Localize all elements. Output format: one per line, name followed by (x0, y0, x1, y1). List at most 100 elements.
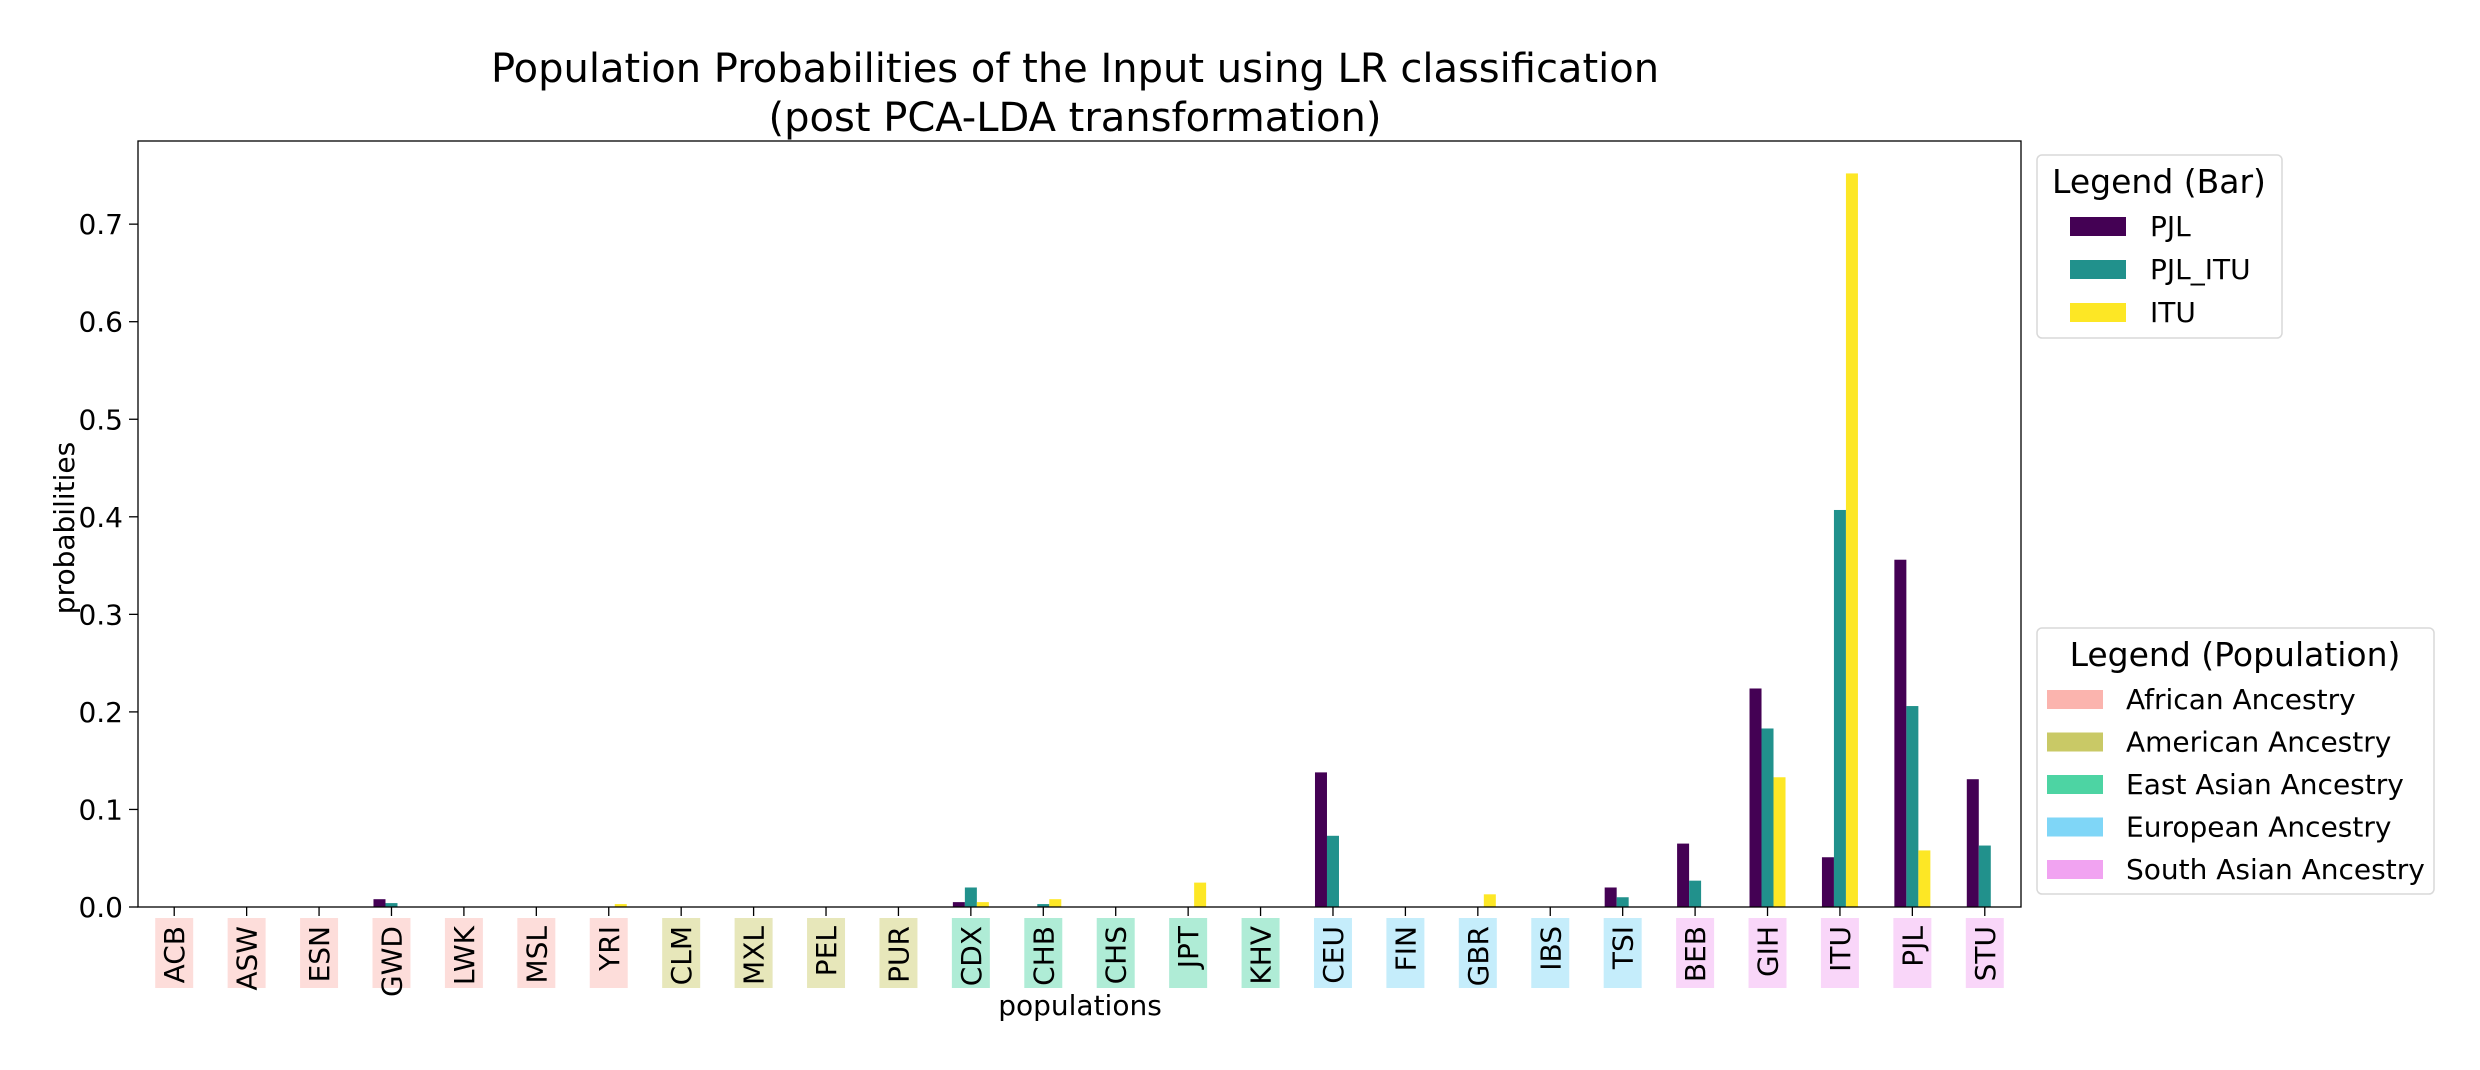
y-tick-label: 0.0 (78, 891, 123, 924)
x-tick-label-background (1386, 918, 1425, 988)
legend-bar: Legend (Bar) PJL PJL_ITU ITU (2036, 154, 2283, 339)
x-tick-label-msl: MSL (520, 926, 553, 984)
legend-population-swatch (2047, 690, 2103, 709)
x-tick-label-ceu: CEU (1317, 926, 1350, 984)
legend-bar-label: PJL_ITU (2150, 253, 2251, 286)
x-tick-label-pel: PEL (810, 926, 843, 977)
legend-bar-title: Legend (Bar) (2052, 162, 2266, 201)
legend-population-label: African Ancestry (2126, 683, 2356, 716)
x-tick-label-khv: KHV (1245, 926, 1278, 985)
x-tick-label-background (589, 918, 628, 988)
x-tick-label-background (1241, 918, 1280, 988)
bar-pjl-itu (1821, 857, 1834, 907)
bar-itu-gih (1773, 777, 1786, 907)
x-tick-label-gih: GIH (1752, 926, 1785, 977)
x-tick-label-stu: STU (1969, 926, 2002, 981)
y-tick-label: 0.1 (78, 793, 123, 826)
legend-population-swatch (2047, 817, 2103, 837)
y-tick-label: 0.3 (78, 598, 123, 631)
bar-pjl_itu-gih (1761, 728, 1774, 907)
x-tick-label-background (444, 918, 483, 988)
bar-pjl_itu-ceu (1326, 835, 1339, 907)
x-tick-label-background (1676, 918, 1715, 988)
x-tick-label-background (1531, 918, 1570, 988)
bar-pjl-stu (1966, 779, 1979, 907)
bar-pjl_itu-gwd (385, 903, 398, 907)
x-tick-label-mxl: MXL (738, 926, 771, 985)
x-tick-label-background (227, 918, 266, 988)
x-tick-label-background (300, 918, 339, 988)
x-tick-label-pjl: PJL (1896, 926, 1929, 967)
legend-population-label: South Asian Ancestry (2126, 853, 2425, 886)
bar-pjl_itu-pjl (1906, 706, 1919, 907)
bar-pjl_itu-itu (1833, 509, 1846, 907)
chart-title: Population Probabilities of the Input us… (491, 46, 1659, 92)
x-tick-label-gwd: GWD (375, 926, 408, 997)
bar-itu-gbr (1483, 894, 1496, 907)
legend-population-swatch (2047, 775, 2103, 794)
bar-pjl_itu-cdx (964, 887, 977, 907)
bar-pjl-pjl (1894, 559, 1907, 907)
bar-pjl_itu-beb (1689, 880, 1702, 907)
bar-pjl-tsi (1604, 887, 1617, 907)
bar-pjl-gwd (373, 899, 386, 907)
y-tick-label: 0.6 (78, 306, 123, 339)
x-tick-label-lwk: LWK (448, 925, 481, 985)
x-tick-label-yri: YRI (593, 926, 626, 972)
legend-bar-swatch (2070, 217, 2126, 236)
legend-bar-swatch (2070, 260, 2126, 279)
x-tick-label-background (1748, 918, 1787, 988)
x-tick-label-background (155, 918, 194, 988)
x-tick-label-background (517, 918, 556, 988)
x-tick-label-beb: BEB (1679, 926, 1712, 982)
x-tick-label-background (662, 918, 701, 988)
x-tick-label-clm: CLM (665, 926, 698, 985)
x-tick-label-chb: CHB (1027, 926, 1060, 986)
x-tick-label-pur: PUR (882, 926, 915, 983)
legend-population-label: European Ancestry (2126, 811, 2391, 844)
legend-population-title: Legend (Population) (2070, 635, 2401, 674)
bar-itu-chb (1049, 899, 1062, 907)
x-tick-label-tsi: TSI (1607, 926, 1640, 970)
x-tick-label-background (1024, 918, 1063, 988)
legend-bar-swatch (2070, 303, 2126, 322)
x-tick-label-jpt: JPT (1172, 925, 1205, 970)
x-tick-label-background (734, 918, 773, 988)
x-tick-label-chs: CHS (1100, 926, 1133, 984)
bar-itu-pjl (1918, 850, 1931, 907)
legend-population-frame (2036, 627, 2435, 895)
x-tick-label-background (372, 918, 411, 988)
chart-subtitle: (post PCA-LDA transformation) (769, 95, 1382, 141)
x-tick-label-background (1169, 918, 1208, 988)
legend-bar-frame (2036, 154, 2283, 339)
plot-frame (137, 140, 2022, 908)
legend-bar-label: PJL (2150, 210, 2191, 243)
bar-pjl-cdx (952, 902, 965, 907)
bar-pjl-ceu (1314, 772, 1327, 907)
y-tick-label: 0.5 (78, 403, 123, 436)
x-tick-label-background (1313, 918, 1352, 988)
x-tick-label-background (1096, 918, 1135, 988)
legend-population-swatch (2047, 732, 2103, 752)
legend-population-label: American Ancestry (2126, 726, 2391, 759)
bar-pjl_itu-tsi (1616, 897, 1629, 907)
bar-pjl-beb (1677, 843, 1690, 907)
x-tick-label-background (1458, 918, 1497, 988)
bar-pjl_itu-stu (1978, 845, 1991, 907)
x-tick-label-background (1820, 918, 1859, 988)
x-axis-label: populations (998, 989, 1162, 1022)
legend-bar-label: ITU (2150, 296, 2196, 329)
bar-itu-jpt (1194, 882, 1207, 907)
y-tick-label: 0.2 (78, 696, 123, 729)
legend-population: Legend (Population) African Ancestry Amer… (2036, 627, 2435, 895)
x-tick-label-ibs: IBS (1534, 926, 1567, 971)
y-tick-label: 0.4 (78, 501, 123, 534)
bar-itu-cdx (976, 902, 989, 907)
x-tick-label-cdx: CDX (955, 926, 988, 986)
x-tick-label-background (1965, 918, 2004, 988)
x-tick-label-background (951, 918, 990, 988)
x-tick-label-gbr: GBR (1462, 926, 1495, 986)
x-tick-label-esn: ESN (303, 926, 336, 982)
y-axis-label: probabilities (48, 442, 81, 614)
